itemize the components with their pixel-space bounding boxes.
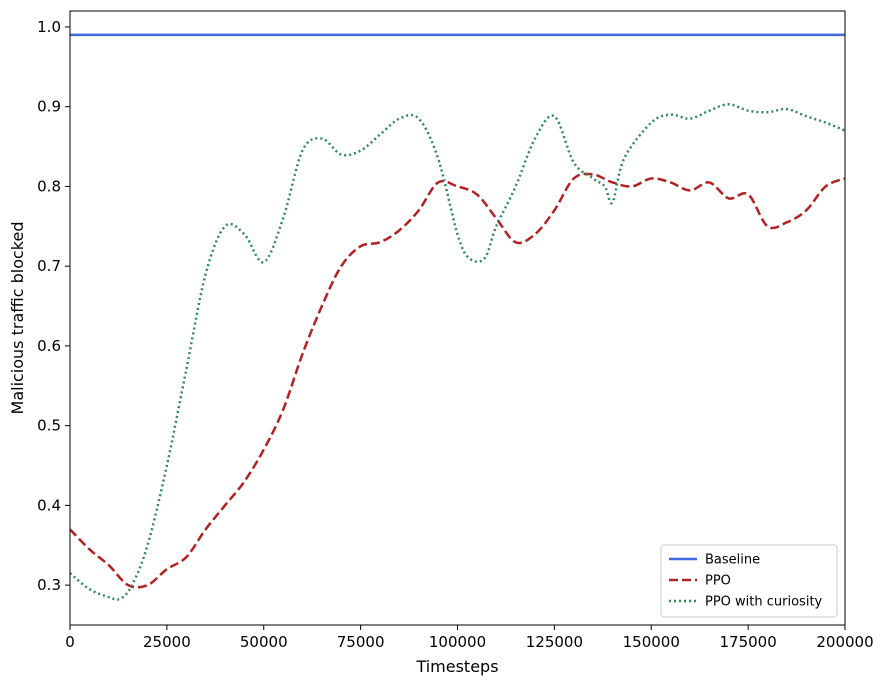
x-tick-label: 200000 xyxy=(816,633,873,651)
x-tick-label: 125000 xyxy=(526,633,583,651)
x-tick-label: 100000 xyxy=(429,633,486,651)
series-layer xyxy=(70,33,845,601)
legend-box xyxy=(660,544,838,618)
y-tick-label: 0.5 xyxy=(37,417,61,435)
x-tick-label: 50000 xyxy=(240,633,288,651)
x-tick-label: 25000 xyxy=(143,633,191,651)
x-tick-label: 75000 xyxy=(337,633,385,651)
x-tick-label: 0 xyxy=(65,633,75,651)
y-tick-label: 1.0 xyxy=(37,18,61,36)
legend-entry: PPO with curiosity xyxy=(705,595,823,610)
y-tick-label: 0.4 xyxy=(37,496,61,514)
legend: Baseline PPO PPO with curiosity xyxy=(660,544,838,618)
x-axis-label: Timesteps xyxy=(415,657,498,676)
x-axis: 0 25000 50000 75000 100000 125000 150000 175000… xyxy=(65,625,874,651)
series-line-ppo-with-curiosity xyxy=(70,103,845,601)
y-axis: 0.3 0.4 0.5 0.6 0.7 0.8 0.9 1.0 xyxy=(37,18,70,594)
y-tick-label: 0.3 xyxy=(37,576,61,594)
legend-entry: Baseline xyxy=(705,553,760,568)
y-axis-label: Malicious traffic blocked xyxy=(8,222,27,415)
legend-entry: PPO xyxy=(705,574,731,589)
x-tick-label: 150000 xyxy=(623,633,680,651)
y-tick-label: 0.6 xyxy=(37,337,61,355)
y-tick-label: 0.7 xyxy=(37,257,61,275)
x-tick-label: 175000 xyxy=(719,633,776,651)
y-tick-label: 0.9 xyxy=(37,98,61,116)
y-tick-label: 0.8 xyxy=(37,177,61,195)
series-line-ppo xyxy=(70,172,845,589)
